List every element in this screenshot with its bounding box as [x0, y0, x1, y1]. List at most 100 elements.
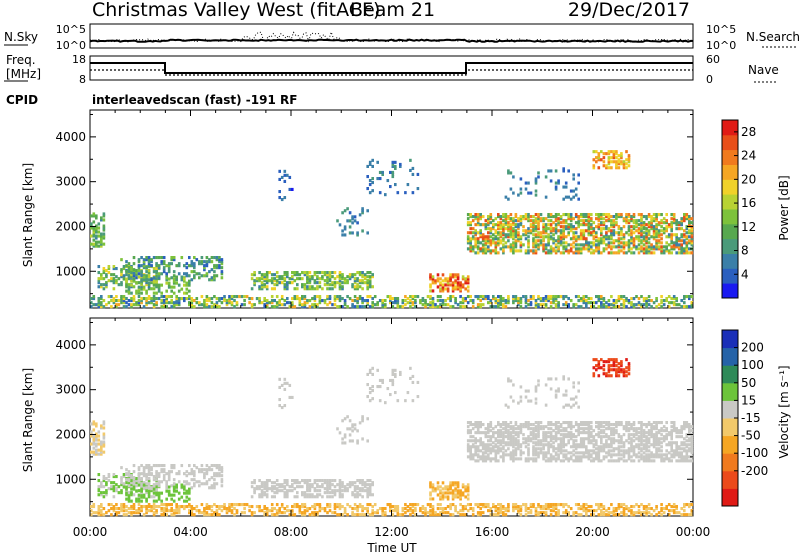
echo-cell	[587, 439, 591, 443]
echo-cell	[286, 481, 289, 485]
echo-cell	[512, 191, 515, 195]
echo-cell	[665, 227, 668, 231]
echo-cell	[316, 303, 319, 307]
echo-cell	[637, 455, 641, 459]
echo-cell	[600, 459, 603, 463]
echo-cell	[517, 193, 520, 197]
echo-cell	[466, 275, 470, 279]
echo-cell	[683, 213, 686, 217]
echo-cell	[670, 429, 673, 433]
echo-cell	[579, 231, 583, 235]
echo-cell	[502, 445, 505, 449]
echo-cell	[597, 239, 601, 243]
echo-cell	[507, 435, 510, 439]
echo-cell	[193, 474, 196, 478]
echo-cell	[667, 223, 671, 227]
echo-cell	[547, 457, 550, 461]
echo-cell	[125, 493, 128, 497]
echo-cell	[517, 441, 520, 445]
echo-cell	[411, 172, 415, 176]
echo-cell	[368, 485, 372, 489]
echo-cell	[537, 383, 540, 387]
echo-cell	[120, 507, 123, 511]
echo-cell	[567, 435, 570, 439]
echo-cell	[534, 239, 538, 243]
echo-cell	[494, 229, 498, 233]
echo-cell	[627, 233, 631, 237]
echo-cell	[647, 231, 651, 235]
echo-cell	[223, 299, 226, 303]
echo-cell	[97, 222, 101, 226]
echo-cell	[135, 477, 138, 481]
echo-cell	[582, 453, 586, 457]
echo-cell	[291, 277, 294, 281]
echo-cell	[190, 486, 194, 490]
echo-cell	[625, 162, 628, 166]
echo-cell	[595, 425, 598, 429]
echo-cell	[464, 489, 467, 493]
echo-cell	[130, 275, 133, 279]
echo-cell	[610, 237, 613, 241]
echo-cell	[444, 303, 447, 307]
echo-cell	[135, 479, 138, 483]
echo-cell	[233, 295, 236, 299]
echo-cell	[562, 169, 565, 173]
echo-cell	[680, 453, 683, 457]
echo-cell	[642, 215, 646, 219]
echo-cell	[147, 472, 151, 476]
echo-cell	[193, 276, 196, 280]
echo-cell	[122, 301, 126, 305]
echo-cell	[652, 237, 656, 241]
echo-cell	[519, 215, 523, 219]
echo-cell	[280, 406, 284, 410]
echo-cell	[293, 279, 297, 283]
echo-cell	[497, 441, 500, 445]
echo-cell	[512, 453, 515, 457]
echo-cell	[132, 487, 136, 491]
echo-cell	[512, 459, 515, 463]
echo-cell	[353, 287, 357, 291]
echo-cell	[102, 236, 106, 240]
echo-cell	[585, 431, 588, 435]
echo-cell	[454, 297, 457, 301]
echo-cell	[481, 295, 485, 299]
echo-cell	[328, 273, 332, 277]
echo-cell	[170, 299, 173, 303]
echo-cell	[308, 285, 312, 289]
echo-cell	[559, 231, 563, 235]
echo-cell	[117, 485, 121, 489]
echo-cell	[527, 219, 530, 223]
echo-cell	[474, 239, 477, 243]
echo-cell	[346, 295, 349, 299]
echo-cell	[253, 281, 256, 285]
echo-cell	[610, 295, 613, 299]
echo-cell	[559, 433, 563, 437]
echo-cell	[547, 431, 550, 435]
echo-cell	[542, 243, 545, 247]
echo-cell	[602, 237, 606, 241]
echo-cell	[389, 393, 392, 397]
echo-cell	[602, 299, 606, 303]
echo-cell	[341, 229, 344, 233]
echo-cell	[471, 235, 475, 239]
echo-cell	[188, 497, 191, 501]
echo-cell	[170, 301, 173, 305]
echo-cell	[542, 431, 545, 435]
echo-cell	[537, 441, 540, 445]
echo-cell	[572, 195, 575, 199]
echo-cell	[353, 273, 357, 277]
echo-cell	[145, 258, 148, 262]
echo-cell	[203, 474, 206, 478]
echo-cell	[590, 441, 593, 445]
echo-cell	[120, 503, 123, 507]
echo-cell	[120, 478, 123, 482]
echo-cell	[484, 451, 488, 455]
echo-cell	[150, 287, 153, 291]
echo-cell	[358, 493, 362, 497]
echo-cell	[537, 455, 540, 459]
echo-cell	[627, 429, 631, 433]
echo-cell	[514, 453, 518, 457]
echo-cell	[474, 441, 477, 445]
echo-cell	[650, 217, 653, 221]
echo-cell	[125, 260, 128, 264]
